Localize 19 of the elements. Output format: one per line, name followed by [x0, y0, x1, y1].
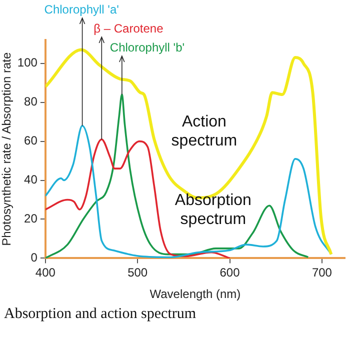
y-tick-label: 100: [17, 56, 38, 70]
y-tick-label: 60: [24, 134, 38, 148]
annotation: Action spectrum: [171, 114, 238, 150]
text: Absorption and action spectrum: [3, 306, 198, 323]
y-tick-label: 80: [24, 94, 38, 109]
text: Chlorophyll 'b': [110, 40, 185, 54]
line-series: [45, 94, 310, 258]
text: Chlorophyll 'a': [44, 2, 119, 16]
x-tick-label: 700: [312, 266, 332, 280]
y-tick-label: 20: [24, 212, 38, 226]
annotation: Absorption spectrum: [174, 192, 252, 228]
x-tick-label: 600: [220, 266, 240, 280]
x-tick-label: 500: [128, 266, 148, 280]
y-tick-label: 40: [24, 172, 38, 187]
x-axis-title: Wavelength (nm): [150, 287, 241, 302]
x-tick-label: 400: [35, 266, 56, 280]
text: β – Carotene: [94, 21, 164, 36]
y-tick-label: 0: [30, 250, 38, 265]
y-axis-title: Photosynthetic rate / Absorption rate: [0, 52, 14, 246]
